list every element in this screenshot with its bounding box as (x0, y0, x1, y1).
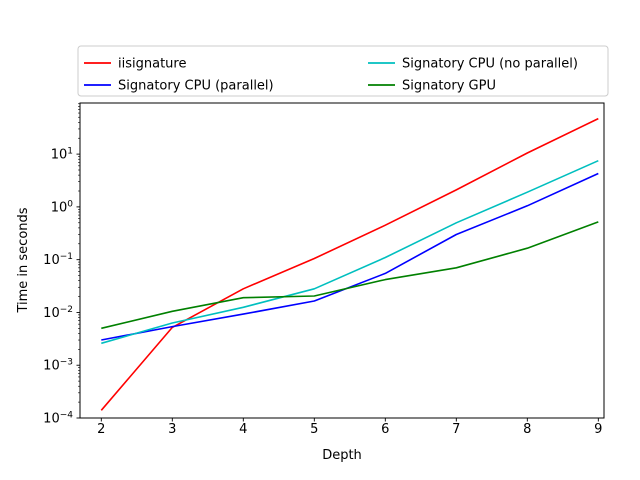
y-axis-label: Time in seconds (16, 207, 31, 313)
legend-label-1: Signatory CPU (parallel) (118, 79, 274, 94)
y-tick-label: 100 (51, 199, 74, 215)
series-line-3 (101, 221, 599, 330)
series-line-0 (100, 117, 599, 411)
y-tick-label: 10−3 (43, 358, 73, 374)
y-tick-label: 101 (51, 147, 73, 163)
series-line-1 (101, 172, 599, 341)
x-tick-label: 5 (310, 422, 318, 437)
series-line-2 (101, 159, 599, 345)
legend-label-0: iisignature (118, 57, 186, 72)
y-tick-exponent: 1 (67, 147, 73, 157)
y-tick-exponent: −2 (60, 305, 73, 315)
legend-label-2: Signatory CPU (no parallel) (402, 57, 578, 72)
x-tick-label: 2 (97, 422, 105, 437)
x-axis-label: Depth (322, 448, 362, 463)
y-tick-exponent: −1 (60, 252, 73, 262)
y-tick-label: 10−2 (43, 305, 73, 321)
y-tick-exponent: −4 (60, 411, 74, 421)
y-tick-exponent: −3 (60, 358, 73, 368)
x-tick-label: 9 (594, 422, 602, 437)
legend-label-3: Signatory GPU (402, 79, 496, 94)
x-tick-label: 8 (523, 422, 531, 437)
y-tick-label: 10−4 (43, 411, 73, 427)
axes-spines (79, 102, 605, 419)
y-tick-exponent: 0 (67, 199, 73, 209)
legend: iisignature Signatory CPU (parallel) Signa… (77, 45, 609, 97)
x-tick-label: 3 (168, 422, 176, 437)
x-tick-label: 6 (381, 422, 389, 437)
y-tick-label: 10−1 (43, 252, 73, 268)
legend-box (77, 45, 609, 97)
x-tick-label: 7 (452, 422, 460, 437)
x-tick-label: 4 (239, 422, 247, 437)
